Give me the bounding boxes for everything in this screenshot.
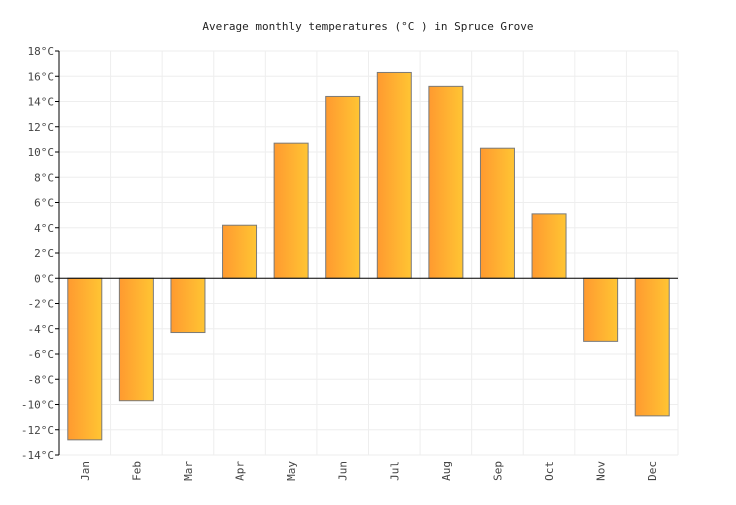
bar-jul (376, 71, 412, 279)
y-tick-label: -6°C (28, 348, 55, 361)
y-tick-label: 16°C (28, 70, 55, 83)
y-tick-label: 6°C (34, 197, 54, 210)
bar-jan (67, 277, 103, 441)
x-tick-label: May (285, 461, 298, 481)
x-tick-label: Apr (234, 461, 247, 481)
y-tick-label: 14°C (28, 96, 55, 109)
x-tick-label: Feb (130, 461, 143, 481)
y-tick-label: 4°C (34, 222, 54, 235)
y-tick-label: -12°C (21, 424, 54, 437)
x-tick-label: Mar (182, 461, 195, 481)
x-tick-label: Sep (491, 461, 504, 481)
x-tick-label: Jun (337, 461, 350, 481)
bar-jun (325, 95, 361, 279)
y-tick-label: -8°C (28, 373, 55, 386)
bar-oct (531, 213, 567, 279)
x-tick-label: Jan (79, 461, 92, 481)
x-tick-label: Aug (440, 461, 453, 481)
bar-nov (583, 277, 619, 342)
x-tick-label: Jul (388, 461, 401, 481)
bar-sep (479, 147, 515, 279)
bar-mar (170, 277, 206, 334)
bar-apr (222, 224, 258, 279)
y-tick-label: 18°C (28, 45, 55, 58)
x-tick-label: Dec (646, 461, 659, 481)
y-tick-label: 2°C (34, 247, 54, 260)
y-tick-label: -14°C (21, 449, 54, 462)
y-tick-label: 10°C (28, 146, 55, 159)
y-tick-label: -4°C (28, 323, 55, 336)
y-tick-label: -10°C (21, 399, 54, 412)
y-tick-label: 0°C (34, 272, 54, 285)
y-tick-label: 8°C (34, 171, 54, 184)
x-tick-label: Nov (595, 461, 608, 481)
bar-may (273, 142, 309, 279)
bar-feb (118, 277, 154, 402)
chart-title: Average monthly temperatures (°C ) in Sp… (202, 20, 533, 33)
y-tick-label: -2°C (28, 298, 55, 311)
bar-dec (634, 277, 670, 417)
bar-aug (428, 85, 464, 279)
x-tick-label: Oct (543, 461, 556, 481)
y-tick-label: 12°C (28, 121, 55, 134)
